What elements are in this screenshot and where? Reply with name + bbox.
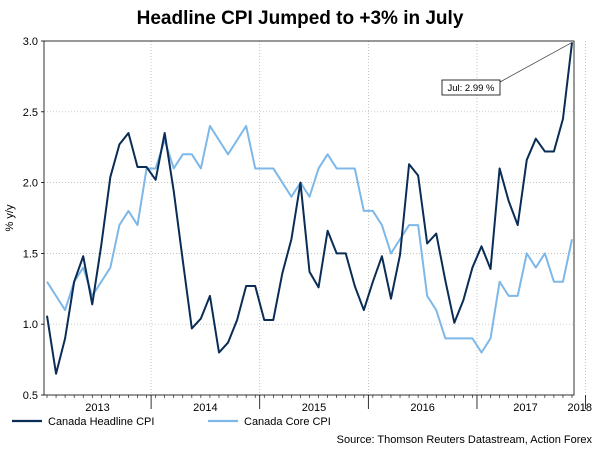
x-tick-label: 2016: [410, 402, 434, 414]
legend-label: Canada Core CPI: [244, 416, 331, 428]
last-value-annotation: Jul: 2.99 %: [441, 42, 573, 96]
grid-lines: [44, 41, 586, 395]
series-lines: [46, 42, 574, 375]
plot-area-frame: [43, 40, 575, 396]
x-tick-label: 2014: [193, 402, 217, 414]
x-tick-label: 2013: [85, 402, 109, 414]
y-tick-label: 2.5: [23, 107, 38, 119]
annotation-box: [441, 79, 501, 96]
y-tick-label: 3.0: [23, 36, 38, 48]
y-tick-label: 1.5: [23, 248, 38, 260]
annotation-text: Jul: 2.99 %: [448, 83, 496, 94]
y-axis-ticks: 0.5 1.0 1.5 2.0 2.5 3.0: [23, 36, 44, 402]
series-line-core-cpi: [46, 124, 573, 354]
y-axis-label: % y/y: [4, 204, 16, 231]
series-line-headline-cpi: [46, 42, 574, 375]
x-axis-ticks: 2013 2014 2015 2016 2017 2018: [46, 395, 592, 414]
annotation-leader-line: [499, 42, 573, 83]
chart-title: Headline CPI Jumped to +3% in July: [137, 8, 464, 29]
x-tick-label: 2017: [513, 402, 537, 414]
legend-label: Canada Headline CPI: [48, 416, 154, 428]
legend: Canada Headline CPI Canada Core CPI: [12, 416, 331, 428]
x-tick-label: 2015: [302, 402, 326, 414]
source-note: Source: Thomson Reuters Datastream, Acti…: [337, 434, 593, 446]
y-tick-label: 2.0: [23, 178, 38, 190]
y-tick-label: 0.5: [23, 390, 38, 402]
y-tick-label: 1.0: [23, 319, 38, 331]
x-tick-label: 2018: [568, 402, 592, 414]
